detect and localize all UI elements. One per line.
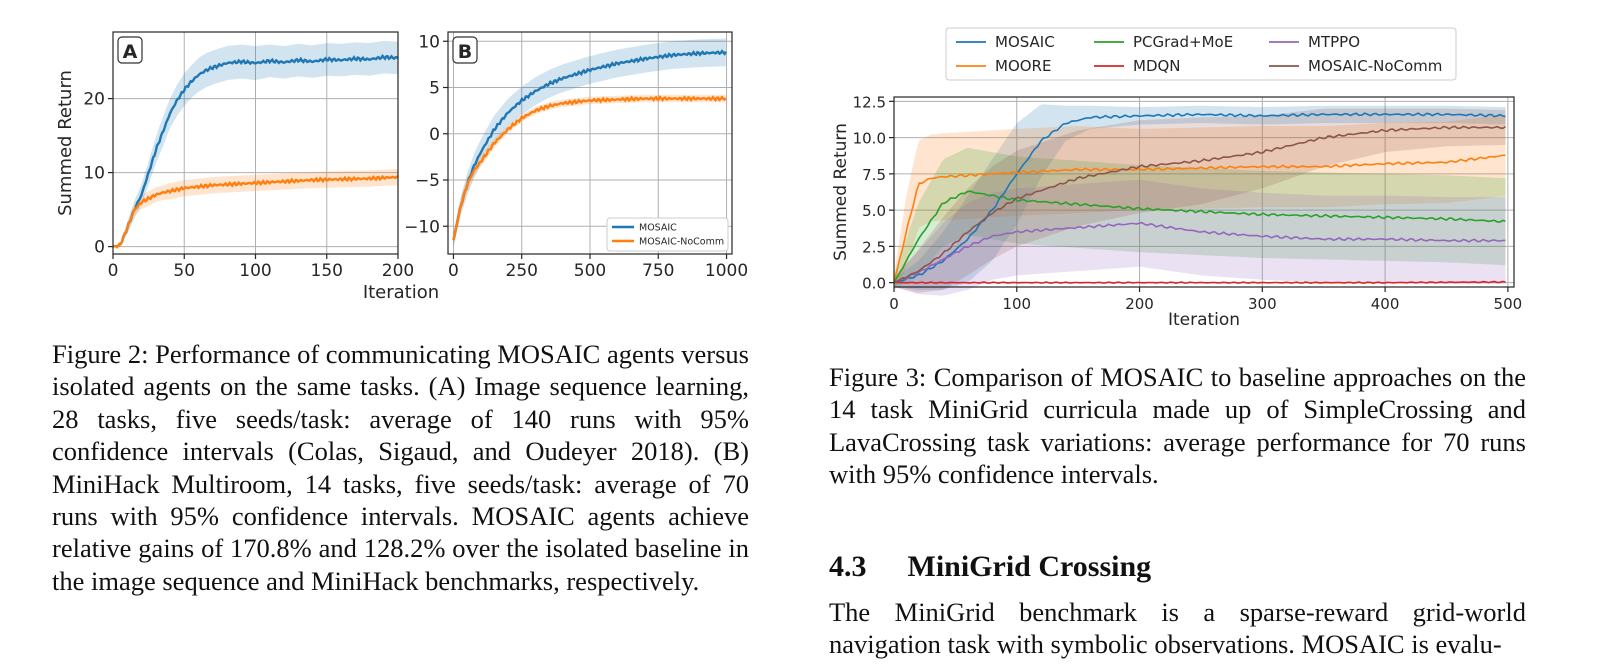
y-tick-label: 2.5	[862, 238, 886, 256]
panel-label-box	[452, 36, 478, 64]
x-tick-label: 200	[382, 261, 414, 281]
x-tick-label: 400	[1371, 295, 1400, 313]
x-tick-label: 0	[889, 295, 899, 313]
y-tick-label: 0.0	[862, 275, 886, 293]
ci-band-pcgrad-moe	[894, 147, 1506, 290]
y-tick-label: 5	[429, 79, 440, 99]
y-axis-label: Summed Return	[55, 70, 76, 216]
section-number: 4.3	[829, 550, 867, 583]
y-tick-label: 20	[83, 90, 105, 110]
panel-label-box	[117, 36, 143, 64]
y-tick-label: 0	[429, 125, 440, 145]
ci-band-mtppo	[894, 179, 1506, 296]
y-tick-label: 10.0	[853, 130, 886, 148]
legend-label-mdqn: MDQN	[1133, 57, 1181, 75]
y-tick-label: −10	[404, 217, 440, 237]
series-line-pcgrad-moe	[893, 190, 1506, 283]
series-line-mosaic-nocomm	[893, 125, 1506, 284]
x-axis-label: Iteration	[1168, 310, 1240, 330]
series-line-mtppo	[893, 221, 1506, 284]
figure-3-caption: Figure 3: Comparison of MOSAIC to baseli…	[829, 361, 1526, 491]
y-tick-label: 10	[83, 164, 105, 184]
x-tick-label: 750	[642, 261, 674, 281]
figure-2-caption-label: Figure 2:	[52, 339, 149, 369]
x-tick-label: 500	[574, 261, 606, 281]
series-line-mosaic-nocomm	[452, 95, 727, 241]
section-title: MiniGrid Crossing	[907, 550, 1152, 583]
series-line-moore	[893, 154, 1506, 283]
legend-label-mosaic-nocomm: MOSAIC-NoComm	[639, 237, 724, 248]
legend-box	[606, 217, 729, 252]
ci-band-mosaic	[894, 104, 1506, 290]
ci-band-moore	[894, 114, 1506, 290]
y-tick-label: 0	[94, 238, 105, 258]
y-tick-label: 7.5	[862, 166, 886, 184]
y-tick-label: −5	[415, 171, 440, 191]
x-tick-label: 0	[108, 261, 119, 281]
legend: MOSAIC MOORE PCGrad+MoE MDQN MTPPO MOSAIC-NoC…	[945, 27, 1457, 81]
figure-2-caption: Figure 2: Performance of communicating M…	[52, 338, 749, 597]
x-tick-label: 250	[506, 261, 538, 281]
section-heading: 4.3 MiniGrid Crossing	[829, 550, 1151, 584]
series-line-mosaic-nocomm	[112, 174, 399, 249]
legend-label-mosaic: MOSAIC	[995, 33, 1055, 51]
x-tick-label: 150	[311, 261, 343, 281]
series-line-mdqn	[894, 280, 1506, 285]
figure-3: 0 100 200 300 400 500 0.0 2.5 5.0 7.5 10.0 12.5Summ…	[831, 27, 1523, 330]
y-tick-label: 5.0	[862, 202, 886, 220]
figure-2b-plot: 0 250 500 750 1000 −10 −5 0 5 10 B MOSAIC MOSAIC-NoC…	[404, 31, 748, 281]
ci-band-mosaic	[453, 38, 726, 248]
legend-label-moore: MOORE	[995, 57, 1051, 75]
x-tick-label: 1000	[705, 261, 748, 281]
legend: MOSAIC MOSAIC-NoComm	[606, 217, 729, 252]
x-tick-label: 100	[1002, 295, 1031, 313]
x-tick-label: 100	[239, 261, 271, 281]
section-body: The MiniGrid benchmark is a sparse-rewar…	[829, 596, 1526, 671]
y-tick-label: 10	[418, 32, 440, 52]
series-line-mosaic	[893, 112, 1506, 284]
series-line-mosaic	[452, 49, 727, 241]
panel-label: B	[458, 41, 472, 63]
figure-3-plot: 0 100 200 300 400 500 0.0 2.5 5.0 7.5 10.0 12.5Summ…	[831, 27, 1523, 330]
legend-label-pcgrad-moe: PCGrad+MoE	[1133, 33, 1233, 51]
x-tick-label: 300	[1248, 295, 1277, 313]
x-tick-label: 0	[448, 261, 459, 281]
x-tick-label: 500	[1494, 295, 1523, 313]
figure-3-caption-text: Comparison of MOSAIC to baseline approac…	[829, 362, 1526, 490]
figure-2-xlabel: Iteration	[363, 282, 439, 303]
x-tick-label: 200	[1125, 295, 1154, 313]
plot-frame	[893, 96, 1515, 288]
legend-label-mosaic-nocomm: MOSAIC-NoComm	[1308, 57, 1442, 75]
figure-3-caption-label: Figure 3:	[829, 362, 927, 392]
panel-label: A	[123, 41, 138, 63]
legend-box	[945, 27, 1457, 81]
y-tick-label: 12.5	[853, 93, 886, 111]
figure-2-caption-text: Performance of communicating MOSAIC agen…	[52, 339, 749, 596]
y-axis-label: Summed Return	[831, 123, 851, 261]
ci-band-mosaic-nocomm	[894, 108, 1506, 293]
legend-label-mtppo: MTPPO	[1308, 33, 1360, 51]
x-tick-label: 50	[173, 261, 195, 281]
figure-2a-plot: 0 50 100 150 200 0 10 20 Summed Return A	[55, 31, 414, 281]
legend-label-mosaic: MOSAIC	[639, 223, 677, 234]
section-body-text: The MiniGrid benchmark is a sparse-rewar…	[829, 597, 1526, 660]
series-line-mosaic	[112, 53, 399, 248]
